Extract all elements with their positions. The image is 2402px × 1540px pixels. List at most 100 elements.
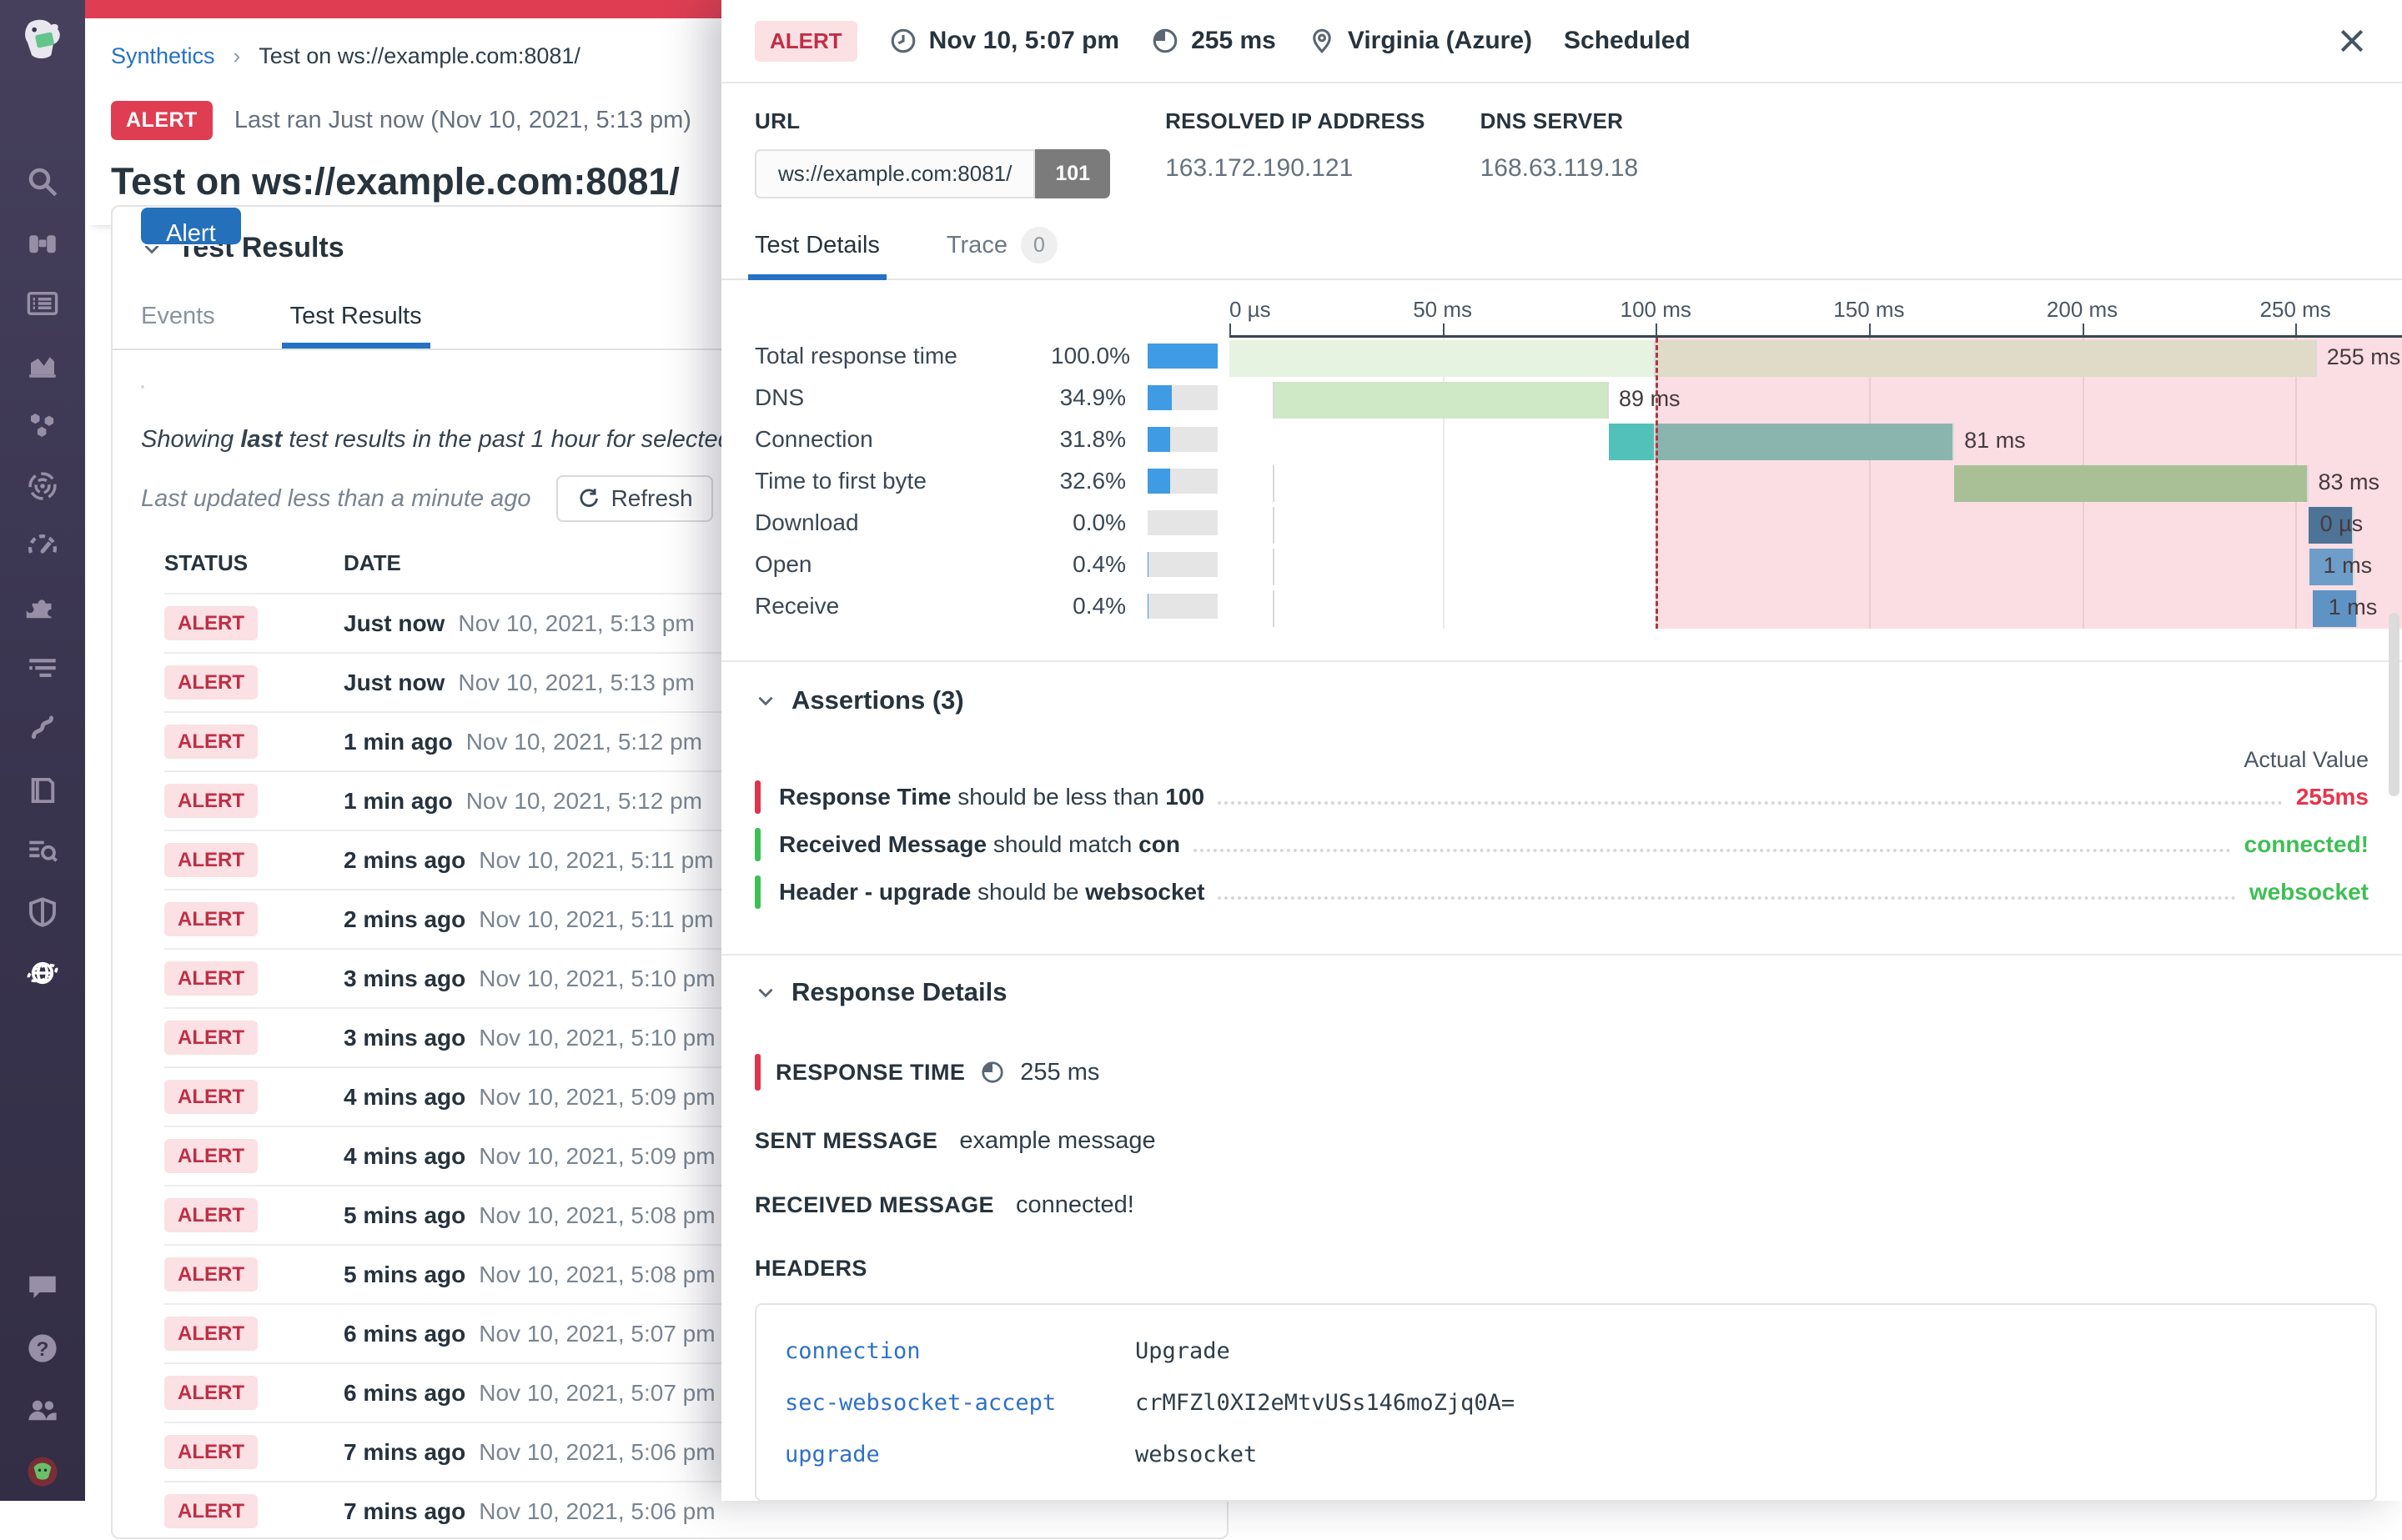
sidebar-item-users[interactable] — [23, 1392, 62, 1427]
sidebar-item-synthetics[interactable] — [23, 955, 62, 991]
table-row[interactable]: ALERT Just now Nov 10, 2021, 5:13 pm — [164, 593, 1227, 652]
sidebar-item-avatar[interactable] — [23, 1453, 62, 1489]
received-message-row: RECEIVED MESSAGE connected! — [755, 1191, 2369, 1219]
event-list-icon — [27, 291, 58, 315]
sidebar-item-integrations[interactable] — [23, 589, 62, 625]
refresh-button[interactable]: Refresh — [555, 475, 713, 522]
waterfall-bar-row[interactable]: 1 ms — [1229, 588, 2402, 630]
row-relative-time: 7 mins ago — [344, 1438, 466, 1465]
table-row[interactable]: ALERT 5 mins ago Nov 10, 2021, 5:08 pm — [164, 1185, 1227, 1244]
header-value: Upgrade — [1135, 1337, 1230, 1364]
response-waterfall: Total response time 100.0% DNS 34.9% Con… — [721, 297, 2402, 629]
assertions-header[interactable]: Assertions (3) — [755, 685, 2369, 715]
dotted-leader — [1193, 848, 2231, 852]
row-status-badge: ALERT — [164, 1257, 258, 1292]
status-filter-group: All Ok Alert — [141, 208, 241, 389]
header-row: upgrade websocket — [785, 1428, 2347, 1480]
waterfall-bar-row[interactable]: 83 ms — [1229, 463, 2402, 504]
waterfall-metric-row: DNS 34.9% — [755, 377, 1229, 419]
metric-percent: 0.4% — [1073, 551, 1126, 577]
waterfall-bar-row[interactable]: 255 ms — [1229, 338, 2402, 379]
sidebar-item-watchdog[interactable] — [23, 224, 62, 260]
sidebar-item-traces[interactable] — [23, 711, 62, 747]
sidebar-item-metrics[interactable] — [23, 346, 62, 382]
waterfall-bar-row[interactable]: 1 ms — [1229, 546, 2402, 588]
table-row[interactable]: ALERT 3 mins ago Nov 10, 2021, 5:10 pm — [164, 1007, 1227, 1066]
table-row[interactable]: ALERT 1 min ago Nov 10, 2021, 5:12 pm — [164, 770, 1227, 830]
metric-name: Total response time — [755, 343, 957, 369]
sidebar-item-events[interactable] — [23, 285, 62, 321]
test-status-row: ALERT Last ran Just now (Nov 10, 2021, 5… — [111, 101, 2402, 140]
table-row[interactable]: ALERT 4 mins ago Nov 10, 2021, 5:09 pm — [164, 1066, 1227, 1126]
notebook-icon — [31, 777, 55, 803]
row-status-badge: ALERT — [164, 842, 258, 877]
tab-test-details[interactable]: Test Details — [748, 227, 887, 280]
dotted-leader — [1218, 800, 2283, 805]
sidebar-item-search[interactable] — [23, 163, 62, 199]
waterfall-bar-row[interactable]: 81 ms — [1229, 421, 2402, 463]
assertion-text: Received Message should match con — [779, 830, 1180, 857]
metric-percent: 32.6% — [1059, 468, 1126, 494]
table-row[interactable]: ALERT 6 mins ago Nov 10, 2021, 5:07 pm — [164, 1362, 1227, 1422]
row-status-badge: ALERT — [164, 1079, 258, 1114]
row-date: Nov 10, 2021, 5:12 pm — [465, 787, 702, 814]
table-row[interactable]: ALERT 2 mins ago Nov 10, 2021, 5:11 pm — [164, 830, 1227, 889]
table-row[interactable]: ALERT 6 mins ago Nov 10, 2021, 5:07 pm — [164, 1303, 1227, 1362]
sidebar-item-security[interactable] — [23, 894, 62, 930]
url-pill: ws://example.com:8081/ 101 — [755, 149, 1111, 198]
waterfall-axis: 0 µs 50 ms 100 ms 150 ms — [1229, 297, 2402, 335]
table-row[interactable]: ALERT 1 min ago Nov 10, 2021, 5:12 pm — [164, 711, 1227, 770]
header-key[interactable]: connection — [785, 1337, 921, 1364]
results-tabs: Events Test Results — [113, 303, 1227, 350]
row-relative-time: 2 mins ago — [344, 846, 466, 873]
panel-scrollbar[interactable] — [2389, 613, 2399, 796]
axis-tick-label: 50 ms — [1413, 297, 1473, 322]
waterfall-bar-row[interactable]: 89 ms — [1229, 379, 2402, 421]
breadcrumb: Synthetics › Test on ws://example.com:80… — [111, 43, 2402, 69]
header-key[interactable]: upgrade — [785, 1441, 880, 1467]
sidebar-item-help[interactable]: ? — [23, 1330, 62, 1366]
table-row[interactable]: ALERT 2 mins ago Nov 10, 2021, 5:11 pm — [164, 889, 1227, 948]
sidebar-item-log-explorer[interactable] — [23, 833, 62, 869]
response-details-header[interactable]: Response Details — [755, 977, 2369, 1007]
table-row[interactable]: ALERT 7 mins ago Nov 10, 2021, 5:06 pm — [164, 1422, 1227, 1481]
row-relative-time: 4 mins ago — [344, 1142, 466, 1169]
breadcrumb-current: Test on ws://example.com:8081/ — [259, 43, 580, 68]
sidebar-item-log-pipelines[interactable] — [23, 650, 62, 686]
row-relative-time: 4 mins ago — [344, 1083, 466, 1110]
breadcrumb-synthetics-link[interactable]: Synthetics — [111, 43, 215, 68]
row-status-badge: ALERT — [164, 1316, 258, 1351]
url-label: URL — [755, 108, 801, 133]
tab-trace[interactable]: Trace 0 — [947, 227, 1058, 280]
sidebar-item-notebooks[interactable] — [23, 772, 62, 808]
row-status-cell: ALERT — [164, 1020, 344, 1055]
sidebar-item-dashboards[interactable] — [23, 529, 62, 564]
row-date: Nov 10, 2021, 5:13 pm — [458, 609, 695, 636]
close-icon[interactable] — [2335, 24, 2369, 58]
bar-segment-over-threshold — [1656, 424, 1955, 460]
row-status-badge: ALERT — [164, 1197, 258, 1232]
dns-block: DNS SERVER 168.63.119.18 — [1480, 108, 1639, 198]
table-row[interactable]: ALERT 3 mins ago Nov 10, 2021, 5:10 pm — [164, 948, 1227, 1007]
sidebar-item-apm[interactable] — [23, 468, 62, 504]
metric-name: Time to first byte — [755, 468, 927, 494]
gridline — [1868, 338, 1871, 629]
sidebar-item-chat[interactable] — [23, 1268, 62, 1304]
sidebar-item-infrastructure[interactable] — [23, 407, 62, 443]
table-row[interactable]: ALERT 4 mins ago Nov 10, 2021, 5:09 pm — [164, 1126, 1227, 1185]
bar-segment-over-threshold — [2308, 507, 2354, 544]
waterfall-bar-row[interactable]: 0 µs — [1229, 504, 2402, 546]
header-key[interactable]: sec-websocket-accept — [785, 1389, 1057, 1416]
tab-test-results[interactable]: Test Results — [281, 303, 430, 349]
table-row[interactable]: ALERT 5 mins ago Nov 10, 2021, 5:08 pm — [164, 1244, 1227, 1303]
metric-name: Receive — [755, 593, 840, 619]
row-date: Nov 10, 2021, 5:07 pm — [479, 1320, 716, 1347]
datadog-logo[interactable] — [0, 0, 85, 80]
page-header: Synthetics › Test on ws://example.com:80… — [85, 18, 2402, 225]
gridline — [1442, 338, 1445, 629]
axis-tick: 100 ms — [1621, 297, 1726, 335]
waterfall-metric-row: Download 0.0% — [755, 502, 1229, 544]
table-row[interactable]: ALERT Just now Nov 10, 2021, 5:13 pm — [164, 652, 1227, 711]
axis-tick: 0 µs — [1229, 297, 1271, 335]
tab-events[interactable]: Events — [141, 303, 215, 329]
